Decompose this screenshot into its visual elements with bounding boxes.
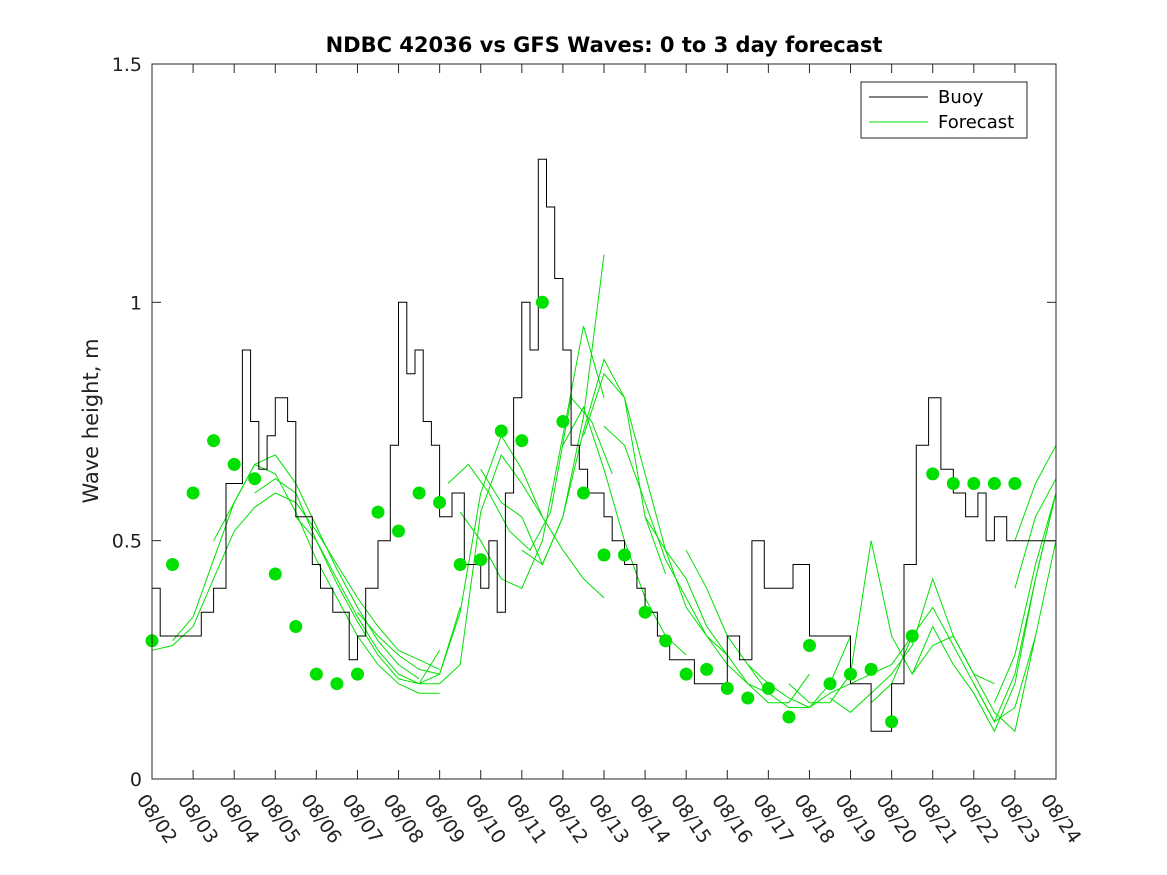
forecast-marker [186,486,200,500]
x-tick-label: 08/23 [995,790,1044,847]
forecast-line-7 [419,453,605,685]
y-tick-label: 0 [130,769,142,791]
forecast-line-13 [583,372,728,656]
forecast-marker [351,667,364,681]
forecast-line-18 [788,540,954,704]
forecast-marker [926,467,940,481]
x-tick-label: 08/06 [296,790,345,847]
forecast-marker [494,424,508,438]
forecast-marker [268,567,282,581]
x-tick-label: 08/13 [584,790,633,847]
x-tick-label: 08/21 [913,790,962,847]
forecast-marker [453,558,467,571]
x-tick-label: 08/20 [872,790,921,847]
x-tick-label: 08/11 [502,790,551,847]
forecast-marker [227,457,241,471]
y-tick-label: 1 [130,292,142,314]
forecast-marker [803,639,816,652]
plot-area [152,64,1056,779]
forecast-line-26 [1014,478,1057,589]
forecast-marker [905,629,919,643]
legend-box [860,81,1028,139]
forecast-marker [577,486,590,500]
forecast-line-4 [254,478,441,685]
legend: Buoy Forecast [860,81,1028,139]
forecast-marker [474,553,488,567]
forecast-marker [556,415,570,428]
forecast-marker [782,710,796,724]
forecast-marker [885,715,899,729]
forecast-line-6 [357,434,543,675]
forecast-marker [946,477,960,490]
series-layer [145,158,1057,733]
forecast-marker [412,486,426,500]
forecast-marker [309,667,323,681]
y-tick-label: 1.5 [112,54,142,76]
forecast-marker [433,496,447,509]
forecast-marker [700,662,714,676]
forecast-line-17 [747,635,913,709]
forecast-line-11 [521,358,667,575]
forecast-marker [638,605,652,619]
forecast-marker [679,667,693,681]
x-tick-label: 08/16 [707,790,756,847]
x-tick-label: 08/17 [748,790,797,847]
forecast-marker [864,662,878,676]
forecast-marker [289,620,303,633]
forecast-line-5 [295,516,461,685]
x-tick-label: 08/07 [337,790,386,847]
forecast-marker [720,681,734,695]
forecast-marker [761,681,775,695]
legend-forecast-label: Forecast [938,112,1014,133]
x-tick-label: 08/12 [543,790,592,847]
forecast-marker [741,691,755,705]
forecast-line-20 [870,606,1036,723]
forecast-marker [207,434,221,448]
x-tick-label: 08/22 [954,790,1003,847]
forecast-line-23 [973,492,1057,723]
forecast-marker [535,295,549,309]
y-axis-label: Wave height, m [79,338,103,503]
x-tick-label: 08/02 [132,790,181,847]
forecast-marker [967,477,981,490]
forecast-marker [392,524,405,538]
forecast-line-3 [213,463,440,694]
forecast-marker [659,634,673,648]
forecast-marker [248,472,262,486]
forecast-line-14 [603,425,769,694]
x-tick-label: 08/03 [173,790,222,847]
forecast-line-24 [993,492,1057,703]
x-tick-label: 08/05 [255,790,304,847]
forecast-marker [371,505,385,519]
forecast-marker [166,558,179,571]
forecast-line-21 [911,540,1057,733]
forecast-marker [823,677,837,691]
forecast-line-8 [447,396,613,552]
forecast-marker [330,677,344,691]
y-tick-label: 0.5 [112,531,142,553]
x-tick-label: 08/24 [1036,790,1085,847]
forecast-marker [844,667,857,681]
forecast-marker [597,548,611,562]
x-tick-label: 08/09 [420,790,469,847]
forecast-line-9 [459,326,605,589]
x-tick-label: 08/08 [378,790,427,847]
forecast-marker [618,548,631,562]
x-tick-label: 08/19 [830,790,879,847]
forecast-marker [987,477,1001,490]
x-tick-label: 08/10 [461,790,510,847]
x-tick-label: 08/18 [789,790,838,847]
chart-title: NDBC 42036 vs GFS Waves: 0 to 3 day fore… [326,33,883,57]
buoy-line [152,158,1056,732]
forecast-marker [1008,477,1022,490]
forecast-marker [515,434,529,448]
x-tick-label: 08/04 [214,790,263,847]
x-tick-label: 08/14 [625,790,674,847]
x-tick-label: 08/15 [666,790,715,847]
forecast-line-25 [1014,445,1057,541]
legend-buoy-label: Buoy [938,87,984,108]
